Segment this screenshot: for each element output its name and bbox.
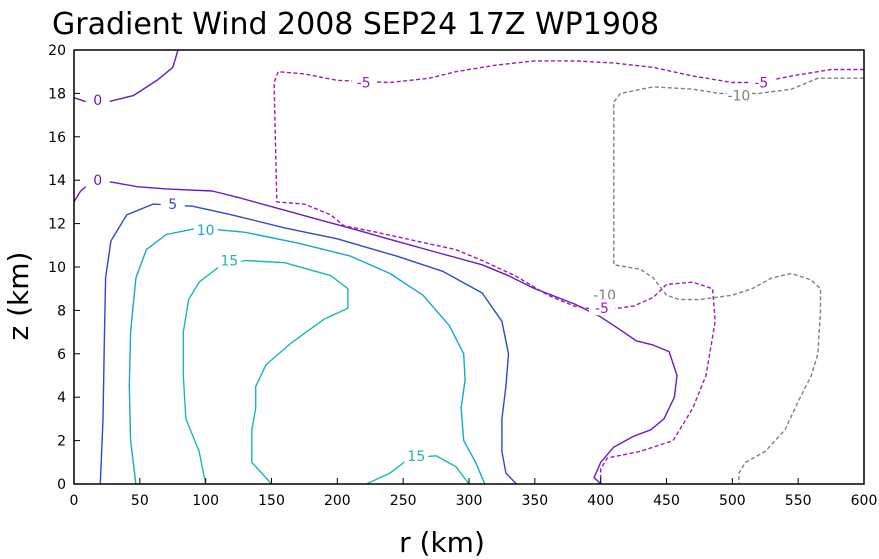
contour-label-bg (351, 73, 376, 90)
contour-line-five-pos (99, 203, 517, 485)
contour-line-neg-five (273, 60, 864, 484)
x-tick-label: 50 (131, 493, 149, 509)
contour-label-bg (591, 286, 618, 303)
y-tick-label: 2 (57, 434, 66, 450)
contour-label-bg (726, 86, 751, 103)
y-tick-label: 20 (48, 43, 66, 59)
contour-label-bg (588, 299, 615, 316)
contour-label: 15 (407, 449, 425, 465)
contour-line-zero-main (73, 179, 678, 485)
y-tick-label: 10 (48, 260, 66, 276)
contour-label-bg (85, 90, 110, 107)
y-axis-label: z (km) (2, 252, 35, 341)
contour-label-bg (193, 221, 218, 238)
x-tick-label: 0 (70, 493, 79, 509)
contour-label: -5 (754, 76, 768, 92)
x-tick-label: 250 (390, 493, 417, 509)
x-tick-label: 500 (719, 493, 746, 509)
x-tick-label: 100 (192, 493, 219, 509)
contour-line-neg-ten (613, 77, 864, 484)
contour-label-bg (404, 446, 429, 463)
x-axis-label: r (km) (399, 526, 485, 559)
plot-frame (73, 49, 865, 485)
contour-label: 5 (168, 197, 177, 213)
y-tick-label: 6 (57, 347, 66, 363)
contour-label: 15 (220, 253, 238, 269)
y-tick-label: 16 (48, 130, 66, 146)
x-tick-label: 350 (521, 493, 548, 509)
contour-label: -5 (595, 301, 609, 317)
axes-layer: 0 50 100 150 200 250 300 350 400 450 500 550 6000246… (48, 43, 877, 509)
contour-label: 0 (93, 93, 102, 109)
contour-line-ten-pos (128, 227, 486, 485)
y-tick-label: 8 (57, 303, 66, 319)
contour-label: 0 (93, 173, 102, 189)
x-tick-label: 300 (456, 493, 483, 509)
contour-label-bg (217, 251, 242, 268)
x-tick-label: 150 (258, 493, 285, 509)
contour-label-bg (160, 195, 185, 212)
y-tick-label: 0 (57, 477, 66, 493)
contour-label-bg (85, 171, 110, 188)
contour-label: -10 (727, 89, 750, 105)
chart-title: Gradient Wind 2008 SEP24 17Z WP1908 (52, 7, 659, 42)
x-tick-label: 550 (785, 493, 812, 509)
x-tick-label: 450 (653, 493, 680, 509)
x-tick-label: 400 (587, 493, 614, 509)
x-tick-label: 200 (324, 493, 351, 509)
y-tick-label: 18 (48, 86, 66, 102)
contour-label: -5 (357, 76, 371, 92)
contour-line-fifteen-core (182, 259, 349, 485)
x-tick-label: 600 (851, 493, 878, 509)
y-tick-label: 4 (57, 390, 66, 406)
y-tick-label: 12 (48, 217, 66, 233)
contour-label: 10 (197, 223, 215, 239)
y-tick-label: 14 (48, 173, 66, 189)
contour-label-bg (748, 73, 775, 90)
